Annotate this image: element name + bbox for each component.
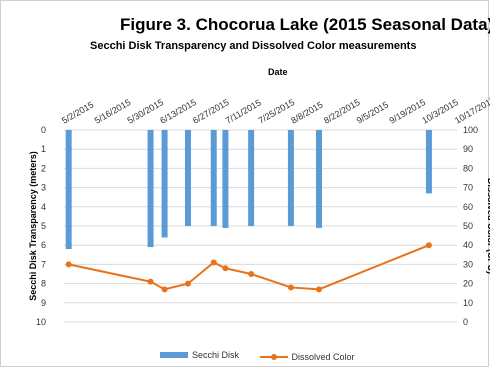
y-left-tick-label: 2 (41, 163, 46, 173)
secchi-bar (287, 130, 294, 226)
y-right-tick-label: 60 (463, 202, 473, 212)
y-right-tick-label: 30 (463, 259, 473, 269)
y-right-tick-label: 70 (463, 183, 473, 193)
y-right-tick-label: 40 (463, 240, 473, 250)
y-left-tick-label: 10 (36, 317, 46, 327)
y-left-tick-label: 4 (41, 202, 46, 212)
secchi-bar (65, 130, 72, 250)
legend-label-color: Dissolved Color (291, 352, 355, 362)
legend-item-color: Dissolved Color (259, 352, 355, 362)
dissolved-color-point (161, 286, 168, 293)
secchi-bar (147, 130, 154, 248)
x-tick-label: 7/25/2015 (257, 97, 297, 126)
secchi-bar (184, 130, 191, 226)
x-tick-label: 5/2/2015 (60, 100, 95, 126)
dissolved-color-point (248, 271, 255, 277)
x-tick-label: 7/11/2015 (224, 97, 263, 125)
secchi-bar (210, 130, 217, 226)
dissolved-color-point (65, 261, 72, 268)
x-tick-label: 8/22/2015 (322, 97, 362, 126)
x-axis-title: Date (268, 67, 288, 77)
secchi-bar (248, 130, 255, 226)
chart-title: Figure 3. Chocorua Lake (2015 Seasonal D… (120, 15, 490, 34)
y-right-tick-label: 20 (463, 279, 473, 289)
dissolved-color-point (287, 284, 294, 291)
legend-marker-color (270, 354, 277, 360)
dissolved-color-point (222, 265, 229, 272)
y-right-axis-title: Dissolved Color (CPU) (486, 178, 490, 274)
y-left-tick-label: 8 (41, 279, 46, 289)
x-tick-label: 10/3/2015 (420, 97, 460, 126)
legend-label-secchi: Secchi Disk (192, 350, 240, 360)
dissolved-color-point (315, 286, 322, 293)
y-left-tick-label: 3 (41, 183, 46, 193)
y-right-tick-label: 100 (463, 125, 478, 135)
y-right-tick-label: 80 (463, 163, 473, 173)
secchi-bar (425, 130, 432, 194)
y-right-tick-label: 10 (463, 298, 473, 308)
y-right-tick-label: 0 (463, 317, 468, 327)
dissolved-color-point (184, 280, 191, 287)
x-tick-label: 9/19/2015 (388, 97, 428, 126)
legend: Secchi Disk Dissolved Color (160, 350, 373, 362)
y-left-axis-title: Secchi Disk Transparency (meters) (28, 151, 38, 301)
y-left-tick-label: 1 (41, 144, 46, 154)
legend-swatch-secchi (160, 352, 188, 358)
dissolved-color-point (210, 259, 217, 266)
secchi-bar (315, 130, 322, 228)
x-tick-label: 5/30/2015 (126, 97, 166, 126)
secchi-bar (161, 130, 168, 238)
y-left-tick-label: 7 (41, 259, 46, 269)
x-tick-label: 6/27/2015 (191, 97, 231, 126)
x-tick-label: 5/16/2015 (93, 97, 133, 126)
secchi-bar (222, 130, 229, 228)
chart-subtitle: Secchi Disk Transparency and Dissolved C… (90, 40, 417, 52)
x-tick-label: 6/13/2015 (158, 97, 198, 126)
dissolved-color-point (147, 278, 154, 285)
y-left-tick-label: 6 (41, 240, 46, 250)
y-right-tick-label: 90 (463, 144, 473, 154)
y-left-tick-label: 5 (41, 221, 46, 231)
y-right-tick-label: 50 (463, 221, 473, 231)
y-left-tick-label: 0 (41, 125, 46, 135)
dissolved-color-line (68, 244, 430, 291)
dissolved-color-point (425, 242, 432, 249)
x-tick-label: 10/17/2015 (453, 95, 490, 126)
legend-swatch-color (259, 354, 288, 360)
y-left-tick-label: 9 (41, 298, 46, 308)
legend-item-secchi: Secchi Disk (160, 350, 239, 360)
